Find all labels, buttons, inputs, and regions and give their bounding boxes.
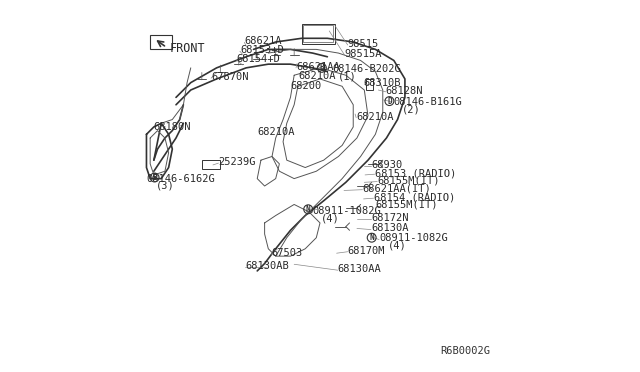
Text: 68155M(IT): 68155M(IT) bbox=[377, 176, 440, 186]
Text: 08911-1082G: 08911-1082G bbox=[379, 233, 448, 243]
Text: D: D bbox=[387, 97, 392, 106]
Text: 68210A: 68210A bbox=[299, 71, 336, 81]
Text: 68210A: 68210A bbox=[356, 112, 394, 122]
Text: 25239G: 25239G bbox=[218, 157, 256, 167]
Text: 68310B: 68310B bbox=[364, 78, 401, 89]
Text: 68621A: 68621A bbox=[244, 36, 282, 46]
Text: (2): (2) bbox=[402, 105, 420, 115]
Text: 68154 (RADIO): 68154 (RADIO) bbox=[374, 192, 455, 202]
Text: 68930: 68930 bbox=[371, 160, 402, 170]
Text: (1): (1) bbox=[338, 71, 356, 81]
Text: 08146-6162G: 08146-6162G bbox=[147, 174, 215, 184]
Text: 68153+D: 68153+D bbox=[240, 45, 284, 55]
Text: 67870N: 67870N bbox=[211, 72, 248, 82]
Text: 68621AA(IT): 68621AA(IT) bbox=[362, 184, 431, 193]
Text: 98515: 98515 bbox=[348, 39, 379, 49]
Text: 68210A: 68210A bbox=[257, 128, 295, 138]
Text: (3): (3) bbox=[156, 181, 175, 191]
Text: B: B bbox=[319, 63, 324, 72]
Text: 68155M(IT): 68155M(IT) bbox=[376, 199, 438, 209]
Text: 68130AB: 68130AB bbox=[245, 261, 289, 271]
Text: (4): (4) bbox=[388, 241, 406, 251]
Text: 68621AA: 68621AA bbox=[296, 62, 340, 72]
Text: (4): (4) bbox=[321, 214, 340, 224]
Text: 68130A: 68130A bbox=[371, 224, 408, 234]
Text: 08146-B161G: 08146-B161G bbox=[393, 97, 462, 107]
Text: 08146-B202G: 08146-B202G bbox=[332, 64, 401, 74]
Text: N: N bbox=[306, 205, 310, 214]
Text: 98515A: 98515A bbox=[345, 49, 382, 59]
Text: R6B0002G: R6B0002G bbox=[440, 346, 490, 356]
Text: B: B bbox=[152, 173, 157, 182]
Text: FRONT: FRONT bbox=[170, 42, 205, 55]
Text: 68154+D: 68154+D bbox=[236, 54, 280, 64]
Text: 68172N: 68172N bbox=[371, 213, 408, 223]
Text: 68128N: 68128N bbox=[386, 86, 423, 96]
Text: 68130AA: 68130AA bbox=[338, 264, 381, 274]
Text: 68200: 68200 bbox=[291, 81, 322, 91]
Text: N: N bbox=[369, 233, 374, 242]
Text: 08911-1082G: 08911-1082G bbox=[312, 206, 381, 216]
Text: 68153 (RADIO): 68153 (RADIO) bbox=[374, 168, 456, 178]
Text: 68170M: 68170M bbox=[348, 246, 385, 256]
Text: 67503: 67503 bbox=[271, 248, 303, 258]
Text: 68180N: 68180N bbox=[154, 122, 191, 132]
